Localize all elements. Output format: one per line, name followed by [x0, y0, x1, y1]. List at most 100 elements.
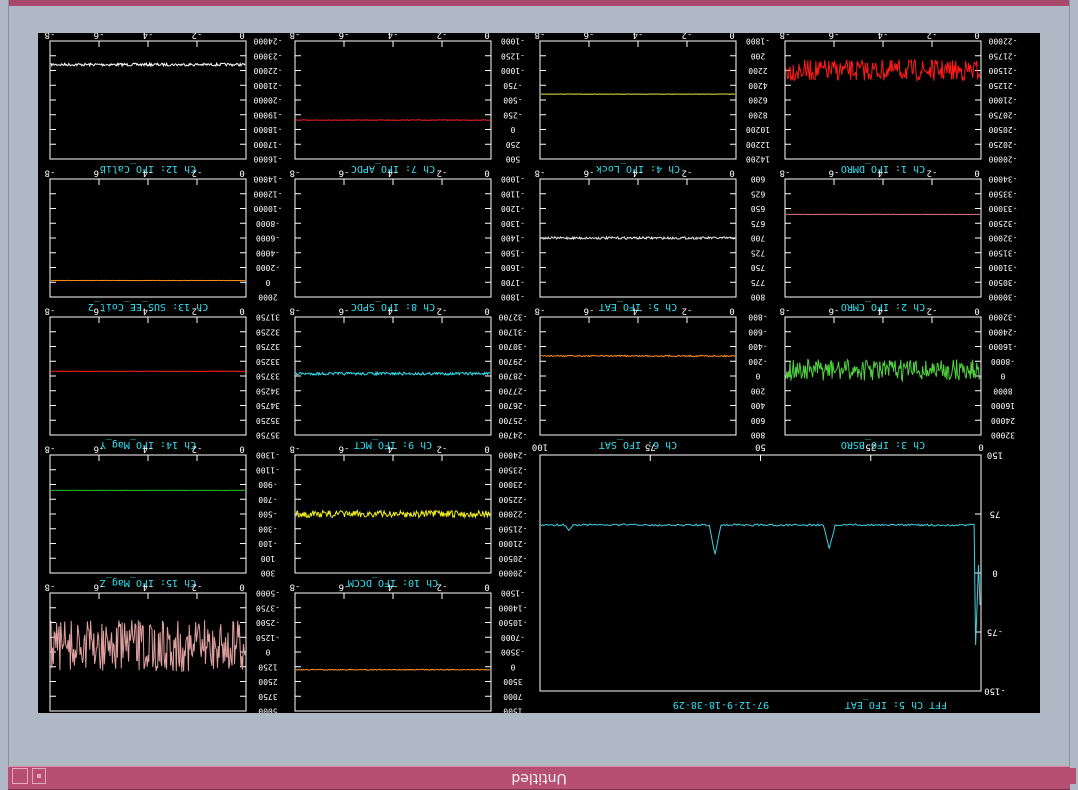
y-tick-label-group: -3500 [501, 648, 525, 657]
y-tick-label: -3750 [256, 603, 280, 612]
x-tick-label: -6 [829, 306, 840, 316]
y-tick-label: 3750 [258, 692, 277, 701]
channel-label-group: Ch 6: IFO_SAT [599, 439, 677, 450]
x-tick-label: -2 [927, 306, 938, 316]
x-tick-label: -6 [339, 306, 350, 316]
y-tick-label-group: -21000 [988, 96, 1017, 105]
y-tick-label: -33500 [988, 189, 1017, 198]
y-tick-label-group: -23000 [498, 480, 527, 489]
plot-frame [49, 454, 247, 574]
y-tick-label-group: 8000 [993, 386, 1012, 395]
y-tick-label-group: 600 [751, 416, 766, 425]
y-tick-label-group: -30000 [988, 293, 1017, 302]
y-tick-label: 300 [261, 569, 276, 578]
plot-frame [294, 592, 492, 712]
y-tick-label: 12200 [746, 140, 770, 149]
x-tick-label: 0 [974, 33, 979, 40]
x-tick-label: 0 [729, 33, 734, 40]
y-tick-label-group: -23500 [498, 465, 527, 474]
y-tick-label-group: 650 [751, 204, 766, 213]
y-tick-label: -31000 [988, 263, 1017, 272]
x-tick-label-group: 0 [974, 33, 979, 40]
channel-plot: 0 -2 -4 -6 -8 -800 -600 -400 -200 0 200 400 600 800 Ch… [535, 306, 768, 451]
y-tick-label-group: 35750 [256, 431, 280, 440]
y-tick-label: -26700 [498, 401, 527, 410]
x-tick-label: 0 [484, 306, 489, 316]
fft-y-tick-label: 75 [990, 509, 1001, 519]
channel-plot: 0 -2 -4 -6 -8 -1500 -14000 -10500 -7000 -3500 0 350… [290, 582, 528, 714]
fft-timestamp: 97-12-9-18-38-29 [673, 699, 769, 710]
y-tick-label: 0 [510, 125, 515, 134]
x-tick-label: -4 [388, 306, 399, 316]
channel-label: Ch 3: IFO_BSRO [841, 439, 925, 450]
y-tick-label-group: -14000 [253, 175, 282, 184]
y-tick-label: 14200 [746, 155, 770, 164]
y-tick-label-group: -31700 [498, 327, 527, 336]
y-tick-label: 2200 [748, 66, 767, 75]
x-tick-label-group: -8 [535, 168, 546, 178]
y-tick-label-group: -23000 [253, 51, 282, 60]
y-tick-label: -14000 [253, 175, 282, 184]
y-tick-label: -750 [503, 81, 522, 90]
x-tick-label: -6 [584, 33, 595, 40]
y-tick-label: 0 [265, 648, 270, 657]
x-tick-label-group: -8 [45, 33, 56, 40]
y-tick-label: -1800 [501, 293, 525, 302]
y-tick-label: -21750 [988, 51, 1017, 60]
x-tick-label-group: 0 [484, 444, 489, 454]
y-tick-label: 7000 [503, 692, 522, 701]
y-tick-label: -23000 [498, 480, 527, 489]
y-tick-label-group: -24000 [253, 37, 282, 46]
y-tick-label-group: -1000 [501, 37, 525, 46]
y-tick-label: -33000 [988, 204, 1017, 213]
x-tick-label-group: 0 [729, 33, 734, 40]
y-tick-label: 600 [751, 175, 766, 184]
y-tick-label: 675 [751, 219, 766, 228]
x-tick-label: -2 [192, 582, 203, 592]
x-tick-label: -6 [94, 306, 105, 316]
channel-label-group: Ch 1: IFO_DMRO [841, 163, 925, 174]
y-tick-label: 32000 [991, 431, 1015, 440]
y-tick-label-group: -24700 [498, 431, 527, 440]
x-tick-label-group: -8 [45, 582, 56, 592]
window-close-button[interactable] [12, 768, 28, 784]
x-tick-label: -8 [535, 168, 546, 178]
window-titlebar[interactable]: Untitled [8, 766, 1070, 790]
y-tick-label: 500 [506, 155, 521, 164]
y-tick-label-group: -1100 [501, 189, 525, 198]
y-tick-label-group: 300 [261, 569, 276, 578]
y-tick-label-group: -27700 [498, 386, 527, 395]
window-resize-handle[interactable] [1068, 768, 1076, 784]
window-menu-button[interactable] [32, 768, 46, 784]
channel-trace [295, 370, 490, 377]
x-tick-label: -8 [290, 444, 301, 454]
window-right-border[interactable] [1069, 0, 1078, 790]
channel-label: Ch 2: IFO_CMRO [841, 301, 925, 312]
y-tick-label: 2500 [258, 677, 277, 686]
x-tick-label: -6 [339, 444, 350, 454]
y-tick-label-group: 4200 [748, 81, 767, 90]
y-tick-label: -20000 [253, 96, 282, 105]
y-tick-label-group: -22000 [253, 66, 282, 75]
y-tick-label-group: -21000 [253, 81, 282, 90]
y-tick-label: 0 [755, 372, 760, 381]
window-left-border[interactable] [0, 0, 9, 790]
y-tick-label-group: 12200 [746, 140, 770, 149]
y-tick-label-group: -4000 [256, 248, 280, 257]
y-tick-label: -1250 [256, 633, 280, 642]
y-tick-label: 31750 [256, 313, 280, 322]
y-tick-label-group: -700 [258, 495, 277, 504]
channel-plot: 0 -2 -4 -6 -8 -1800 200 2200 4200 6200 8200 10200 12… [535, 33, 770, 174]
x-tick-label: 0 [729, 168, 734, 178]
channel-label-group: Ch 12: IFO_Calib [100, 163, 196, 174]
plot-frame [294, 178, 492, 298]
y-tick-label-group: -900 [258, 480, 277, 489]
y-tick-label: 1500 [503, 707, 522, 714]
x-tick-label: -2 [437, 306, 448, 316]
y-tick-label: 24000 [991, 416, 1015, 425]
y-tick-label: 2000 [258, 293, 277, 302]
y-tick-label-group: -30500 [988, 278, 1017, 287]
y-tick-label: 600 [751, 416, 766, 425]
y-tick-label: -19000 [253, 110, 282, 119]
y-tick-label-group: -2500 [256, 618, 280, 627]
